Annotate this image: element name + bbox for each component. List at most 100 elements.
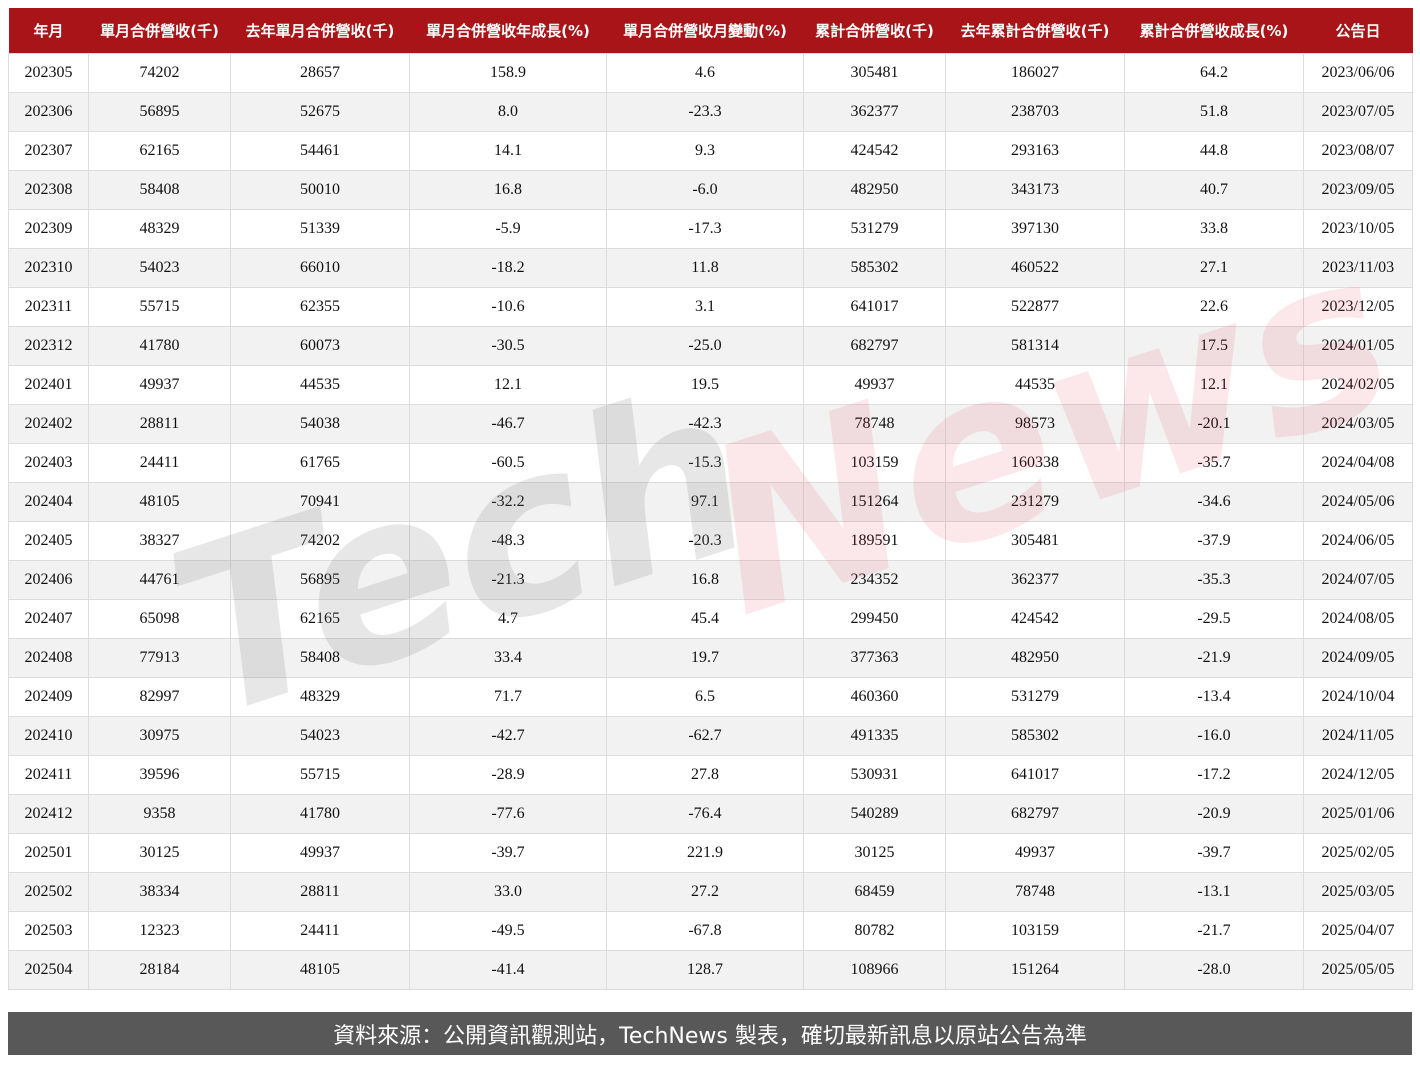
column-header: 單月合併營收年成長(%)	[409, 8, 607, 54]
table-cell: 202402	[8, 404, 89, 444]
table-cell: 82997	[88, 677, 231, 717]
table-cell: 424542	[803, 131, 946, 171]
table-cell: 641017	[945, 755, 1125, 795]
table-cell: -18.2	[409, 248, 607, 288]
table-cell: 78748	[803, 404, 946, 444]
table-cell: 530931	[803, 755, 946, 795]
table-cell: 362377	[803, 92, 946, 132]
table-cell: 38334	[88, 872, 231, 912]
table-cell: 49937	[230, 833, 410, 873]
table-cell: 28811	[230, 872, 410, 912]
table-row: 202501 30125 49937 -39.7 221.9 30125 49937 -39.…	[8, 833, 1413, 873]
table-cell: 30125	[803, 833, 946, 873]
table-cell: 482950	[803, 170, 946, 210]
table-cell: 299450	[803, 599, 946, 639]
table-cell: 128.7	[606, 950, 804, 990]
table-cell: -30.5	[409, 326, 607, 366]
table-cell: 80782	[803, 911, 946, 951]
column-header: 年月	[8, 8, 89, 54]
table-cell: 482950	[945, 638, 1125, 678]
table-cell: 19.5	[606, 365, 804, 405]
table-cell: 9358	[88, 794, 231, 834]
table-cell: 48329	[88, 209, 231, 249]
table-cell: 51.8	[1124, 92, 1304, 132]
table-cell: 54038	[230, 404, 410, 444]
table-cell: 108966	[803, 950, 946, 990]
table-row: 202409 82997 48329 71.7 6.5 460360 531279 -13.4…	[8, 677, 1413, 717]
table-cell: 362377	[945, 560, 1125, 600]
table-cell: 24411	[88, 443, 231, 483]
table-row: 202410 30975 54023 -42.7 -62.7 491335 585302 -1…	[8, 716, 1413, 756]
table-row: 202502 38334 28811 33.0 27.2 68459 78748 -13.1 2…	[8, 872, 1413, 912]
table-cell: -21.3	[409, 560, 607, 600]
table-row: 202403 24411 61765 -60.5 -15.3 103159 160338 -3…	[8, 443, 1413, 483]
table-cell: -23.3	[606, 92, 804, 132]
table-cell: 531279	[803, 209, 946, 249]
table-cell: 2025/03/05	[1303, 872, 1413, 912]
table-cell: 30125	[88, 833, 231, 873]
table-cell: 55715	[230, 755, 410, 795]
table-cell: -20.1	[1124, 404, 1304, 444]
table-cell: 2023/07/05	[1303, 92, 1413, 132]
table-row: 202308 58408 50010 16.8 -6.0 482950 343173 40.7…	[8, 170, 1413, 210]
table-row: 202404 48105 70941 -32.2 97.1 151264 231279 -34…	[8, 482, 1413, 522]
table-cell: -62.7	[606, 716, 804, 756]
table-cell: 202311	[8, 287, 89, 327]
table-cell: 540289	[803, 794, 946, 834]
table-cell: 2023/10/05	[1303, 209, 1413, 249]
table-cell: 12.1	[409, 365, 607, 405]
table-cell: 68459	[803, 872, 946, 912]
table-cell: 2025/02/05	[1303, 833, 1413, 873]
table-cell: 202401	[8, 365, 89, 405]
table-cell: 49937	[88, 365, 231, 405]
table-cell: 4.6	[606, 53, 804, 93]
table-cell: 103159	[803, 443, 946, 483]
table-cell: 2024/05/06	[1303, 482, 1413, 522]
table-cell: 54023	[230, 716, 410, 756]
table-cell: 491335	[803, 716, 946, 756]
table-row: 202305 74202 28657 158.9 4.6 305481 186027 64.2…	[8, 53, 1413, 93]
table-cell: 22.6	[1124, 287, 1304, 327]
table-cell: 202403	[8, 443, 89, 483]
table-header-row: 年月 單月合併營收(千) 去年單月合併營收(千) 單月合併營收年成長(%) 單月合併營收…	[8, 8, 1413, 54]
table-cell: -28.9	[409, 755, 607, 795]
table-cell: 38327	[88, 521, 231, 561]
table-cell: 189591	[803, 521, 946, 561]
table-cell: -49.5	[409, 911, 607, 951]
table-cell: 52675	[230, 92, 410, 132]
table-cell: -29.5	[1124, 599, 1304, 639]
table-cell: 33.0	[409, 872, 607, 912]
table-cell: 531279	[945, 677, 1125, 717]
table-cell: 202410	[8, 716, 89, 756]
table-cell: 58408	[88, 170, 231, 210]
table-cell: 55715	[88, 287, 231, 327]
table-cell: 585302	[945, 716, 1125, 756]
table-row: 202402 28811 54038 -46.7 -42.3 78748 98573 -20.…	[8, 404, 1413, 444]
table-cell: -42.7	[409, 716, 607, 756]
table-cell: 54461	[230, 131, 410, 171]
table-cell: 56895	[88, 92, 231, 132]
table-cell: -46.7	[409, 404, 607, 444]
table-cell: -35.7	[1124, 443, 1304, 483]
table-cell: 522877	[945, 287, 1125, 327]
table-cell: -15.3	[606, 443, 804, 483]
table-cell: 54023	[88, 248, 231, 288]
table-cell: 103159	[945, 911, 1125, 951]
footer-text: 資料來源：公開資訊觀測站，TechNews 製表，確切最新訊息以原站公告為準	[333, 1023, 1087, 1049]
table-cell: 2024/07/05	[1303, 560, 1413, 600]
table-cell: 202310	[8, 248, 89, 288]
table-cell: 2024/02/05	[1303, 365, 1413, 405]
table-cell: 74202	[230, 521, 410, 561]
table-cell: 12.1	[1124, 365, 1304, 405]
table-cell: 641017	[803, 287, 946, 327]
table-cell: 151264	[945, 950, 1125, 990]
table-cell: 50010	[230, 170, 410, 210]
table-cell: 3.1	[606, 287, 804, 327]
table-cell: 48105	[230, 950, 410, 990]
table-cell: 2024/10/04	[1303, 677, 1413, 717]
table-cell: 24411	[230, 911, 410, 951]
table-cell: -77.6	[409, 794, 607, 834]
table-cell: 202411	[8, 755, 89, 795]
table-cell: -39.7	[1124, 833, 1304, 873]
table-cell: 62165	[88, 131, 231, 171]
